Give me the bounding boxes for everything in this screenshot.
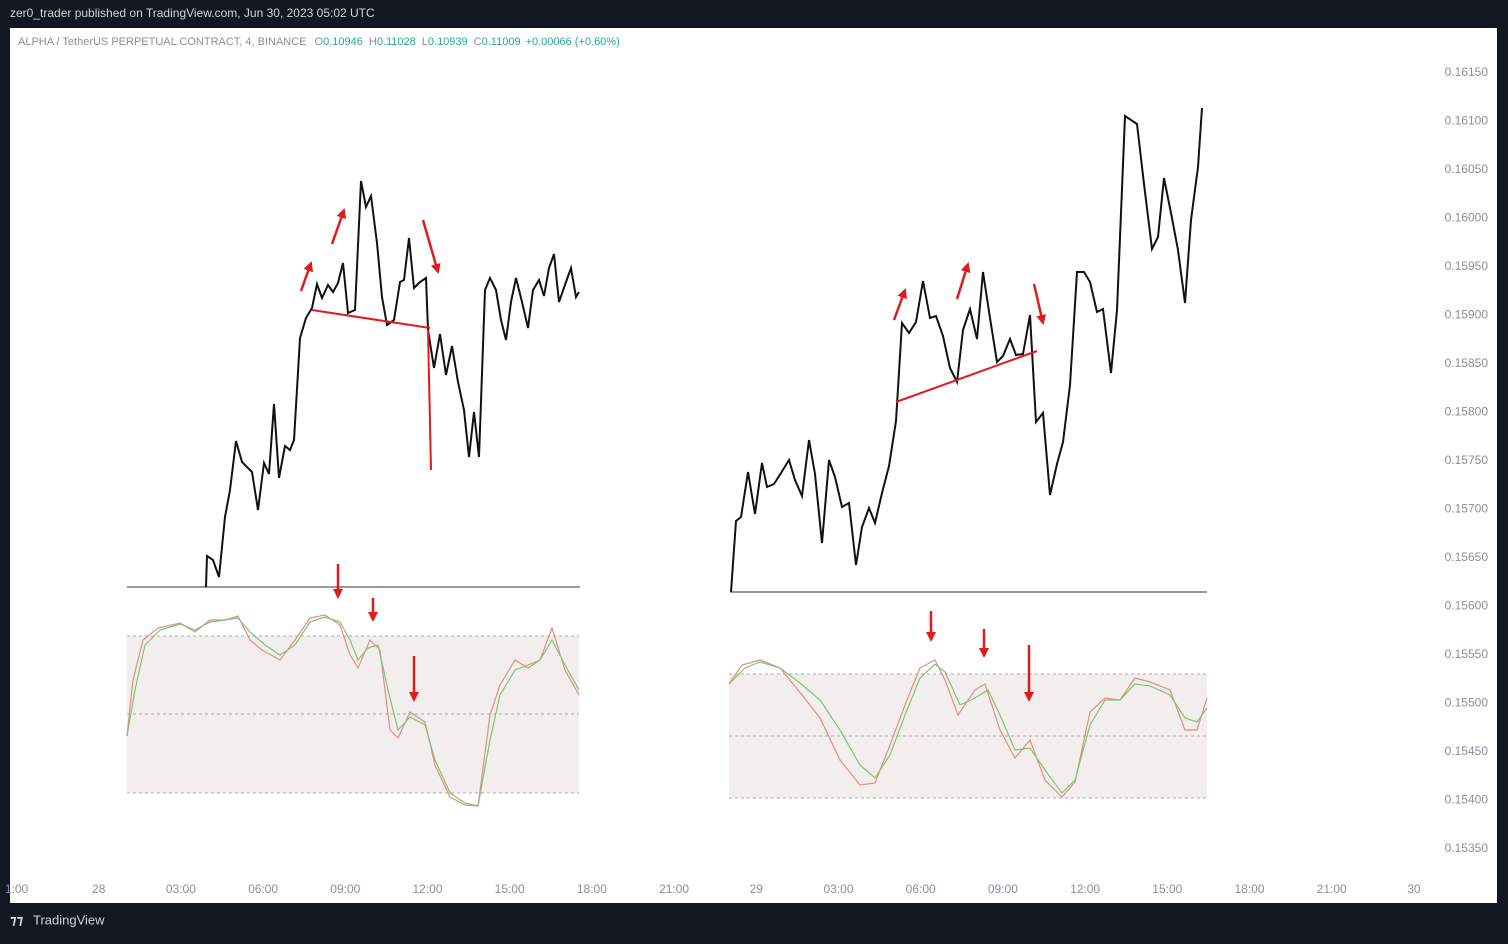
price-tick-label: 0.15700 [1445,502,1489,516]
logo: ⁊⁊ [10,912,24,927]
ohlc-value: 0.10939 [428,36,468,48]
time-tick-label: 12:00 [1070,882,1100,896]
price-tick-label: 0.15800 [1445,405,1489,419]
ohlc-label: O [315,36,324,48]
ohlc-value: 0.10946 [323,36,363,48]
arrows [299,208,1047,702]
time-tick-label: 28 [92,882,106,896]
legend: ALPHA / TetherUS PERPETUAL CONTRACT, 4, … [18,36,620,48]
time-tick-label: 30 [1407,882,1421,896]
time-tick-label: 15:00 [1152,882,1182,896]
time-tick-label: 1:00 [5,882,29,896]
price-tick-label: 0.16050 [1445,162,1489,176]
ohlc-label: L [422,36,428,48]
time-tick-label: 29 [750,882,764,896]
footer-brand: TradingView [33,912,105,927]
price-tick-label: 0.15950 [1445,259,1489,273]
price-tick-label: 0.15900 [1445,308,1489,322]
ohlc-label: C [474,36,482,48]
trend-lines [311,309,1038,471]
time-tick-label: 21:00 [659,882,689,896]
time-tick-label: 06:00 [248,882,278,896]
axes: 0.16150 0.16100 0.16050 0.16000 0.15950 0.159… [5,65,1488,896]
price-tick-label: 0.15650 [1445,550,1489,564]
time-tick-label: 18:00 [1234,882,1264,896]
price-tick-label: 0.15500 [1445,696,1489,710]
price-tick-label: 0.15350 [1445,841,1489,855]
time-tick-label: 06:00 [906,882,936,896]
time-tick-label: 03:00 [166,882,196,896]
symbol: ALPHA / TetherUS PERPETUAL CONTRACT, 4, … [18,36,307,48]
legend-line: ALPHA / TetherUS PERPETUAL CONTRACT, 4, … [18,36,620,48]
price-tick-label: 0.15750 [1445,453,1489,467]
price-tick-label: 0.16000 [1445,211,1489,225]
osc-levels [729,673,1207,799]
price-tick-label: 0.16150 [1445,65,1489,79]
price-tick-label: 0.15450 [1445,744,1489,758]
osc-lines [126,614,1208,807]
time-tick-label: 09:00 [988,882,1018,896]
ohlc-label: H [369,36,377,48]
price-tick-label: 0.16100 [1445,114,1489,128]
price-line [730,107,1203,593]
time-tick-label: 21:00 [1317,882,1347,896]
header-title: zer0_trader published on TradingView.com… [10,6,375,20]
price-tick-label: 0.15400 [1445,793,1489,807]
time-tick-label: 18:00 [577,882,607,896]
time-tick-label: 12:00 [412,882,442,896]
change: +0.00066 (+0.60%) [526,36,620,48]
time-tick-label: 15:00 [495,882,525,896]
osc-panel [127,636,579,793]
ohlc-value: 0.11009 [482,36,521,48]
ohlc-value: 0.11028 [377,36,416,48]
price-tick-label: 0.15600 [1445,599,1489,613]
price-tick-label: 0.15550 [1445,647,1489,661]
price-line [205,180,580,588]
price-tick-label: 0.15850 [1445,356,1489,370]
time-tick-label: 09:00 [330,882,360,896]
time-tick-label: 03:00 [823,882,853,896]
